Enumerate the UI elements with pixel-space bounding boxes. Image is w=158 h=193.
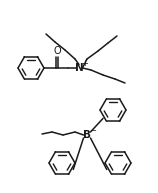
Text: N: N — [75, 63, 83, 73]
Text: −: − — [89, 126, 96, 135]
Text: +: + — [81, 59, 88, 69]
Text: B: B — [83, 130, 91, 140]
Text: O: O — [53, 46, 61, 56]
